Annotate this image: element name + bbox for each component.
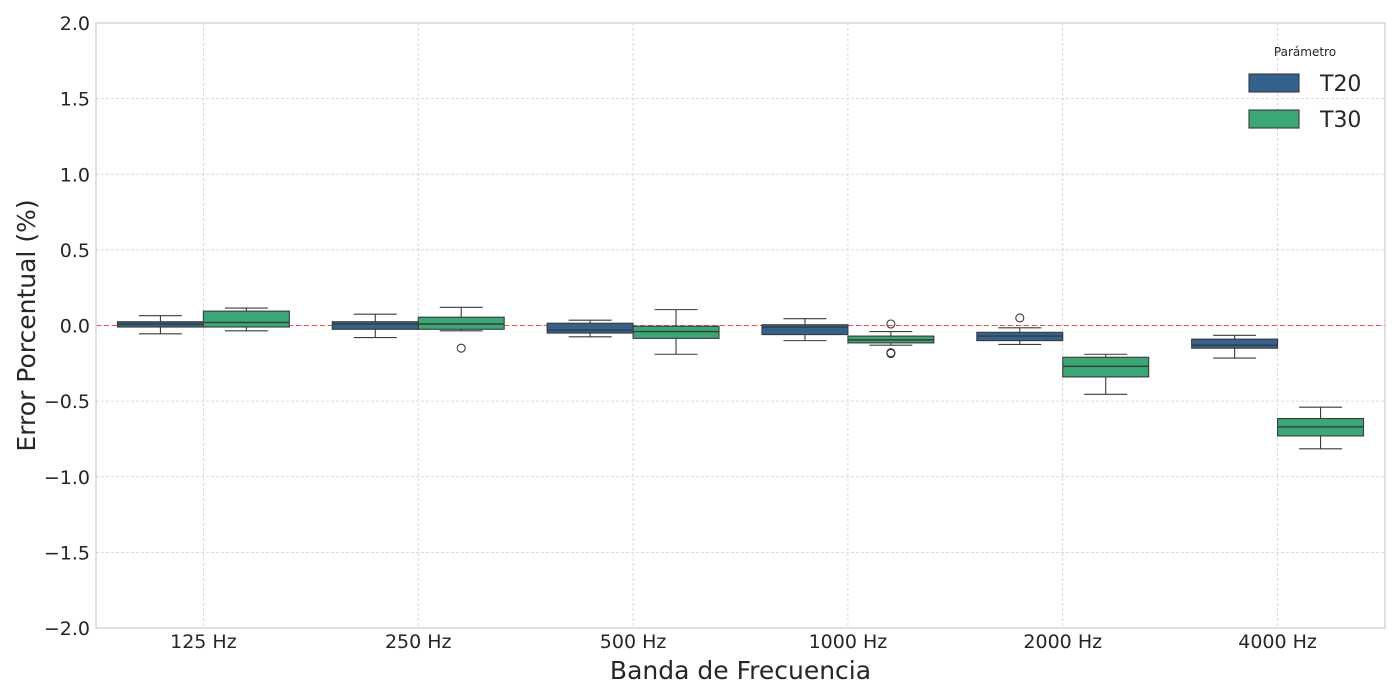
box-body — [632, 325, 720, 339]
box-t20-250hz — [331, 313, 419, 339]
legend-swatch — [1248, 109, 1300, 129]
box-body — [761, 324, 849, 336]
y-tick-label: −0.5 — [44, 391, 90, 413]
y-tick-label: 0.0 — [60, 316, 90, 338]
legend-item-t30: T30 — [1248, 108, 1361, 133]
box-body — [546, 322, 634, 334]
box-body — [202, 310, 290, 328]
legend-item-t20: T20 — [1248, 72, 1361, 97]
x-tick-label: 250 Hz — [385, 631, 452, 653]
box-layer — [116, 306, 1365, 450]
box-t30-2000hz — [1062, 353, 1150, 395]
outlier-point — [886, 319, 896, 329]
x-tick-labels: 125 Hz 250 Hz 500 Hz 1000 Hz 2000 Hz 4000 Hz — [170, 631, 1317, 653]
box-t20-4000hz — [1191, 334, 1279, 359]
box-t30-4000hz — [1277, 406, 1365, 450]
y-tick-label: −1.0 — [44, 467, 90, 489]
box-body — [417, 316, 505, 330]
x-tick-label: 1000 Hz — [809, 631, 888, 653]
y-tick-label: 0.5 — [60, 240, 90, 262]
y-tick-labels: −2.0 −1.5 −1.0 −0.5 0.0 0.5 1.0 1.5 2.0 — [44, 13, 90, 640]
box-t30-250hz — [417, 306, 505, 353]
box-body — [331, 321, 419, 330]
legend-swatch — [1248, 73, 1300, 93]
outlier-point — [886, 348, 896, 359]
x-tick-label: 125 Hz — [170, 631, 237, 653]
outlier-point — [456, 343, 466, 353]
box-t30-125hz — [202, 307, 290, 332]
outlier-point — [1015, 313, 1025, 323]
legend-title: Parámetro — [1274, 45, 1336, 59]
y-tick-label: −1.5 — [44, 542, 90, 564]
y-tick-label: −2.0 — [44, 618, 90, 640]
y-tick-label: 1.5 — [60, 89, 90, 111]
legend-label: T20 — [1319, 72, 1361, 97]
legend: Parámetro T20 T30 — [1248, 45, 1361, 133]
box-t30-1000hz — [847, 319, 935, 359]
x-tick-label: 2000 Hz — [1023, 631, 1102, 653]
x-tick-label: 500 Hz — [600, 631, 667, 653]
x-tick-label: 4000 Hz — [1238, 631, 1317, 653]
box-t20-125hz — [116, 315, 204, 335]
y-axis-title: Error Porcentual (%) — [12, 199, 41, 451]
y-tick-label: 2.0 — [60, 13, 90, 35]
box-t30-500hz — [632, 309, 720, 355]
plot-frame — [95, 22, 1386, 629]
legend-label: T30 — [1319, 108, 1361, 133]
x-axis-title: Banda de Frecuencia — [610, 656, 871, 685]
box-t20-500hz — [546, 319, 634, 338]
box-body — [1191, 338, 1279, 349]
box-t20-1000hz — [761, 318, 849, 342]
y-tick-label: 1.0 — [60, 164, 90, 186]
box-t20-2000hz — [976, 313, 1064, 345]
box-body — [1062, 356, 1150, 378]
